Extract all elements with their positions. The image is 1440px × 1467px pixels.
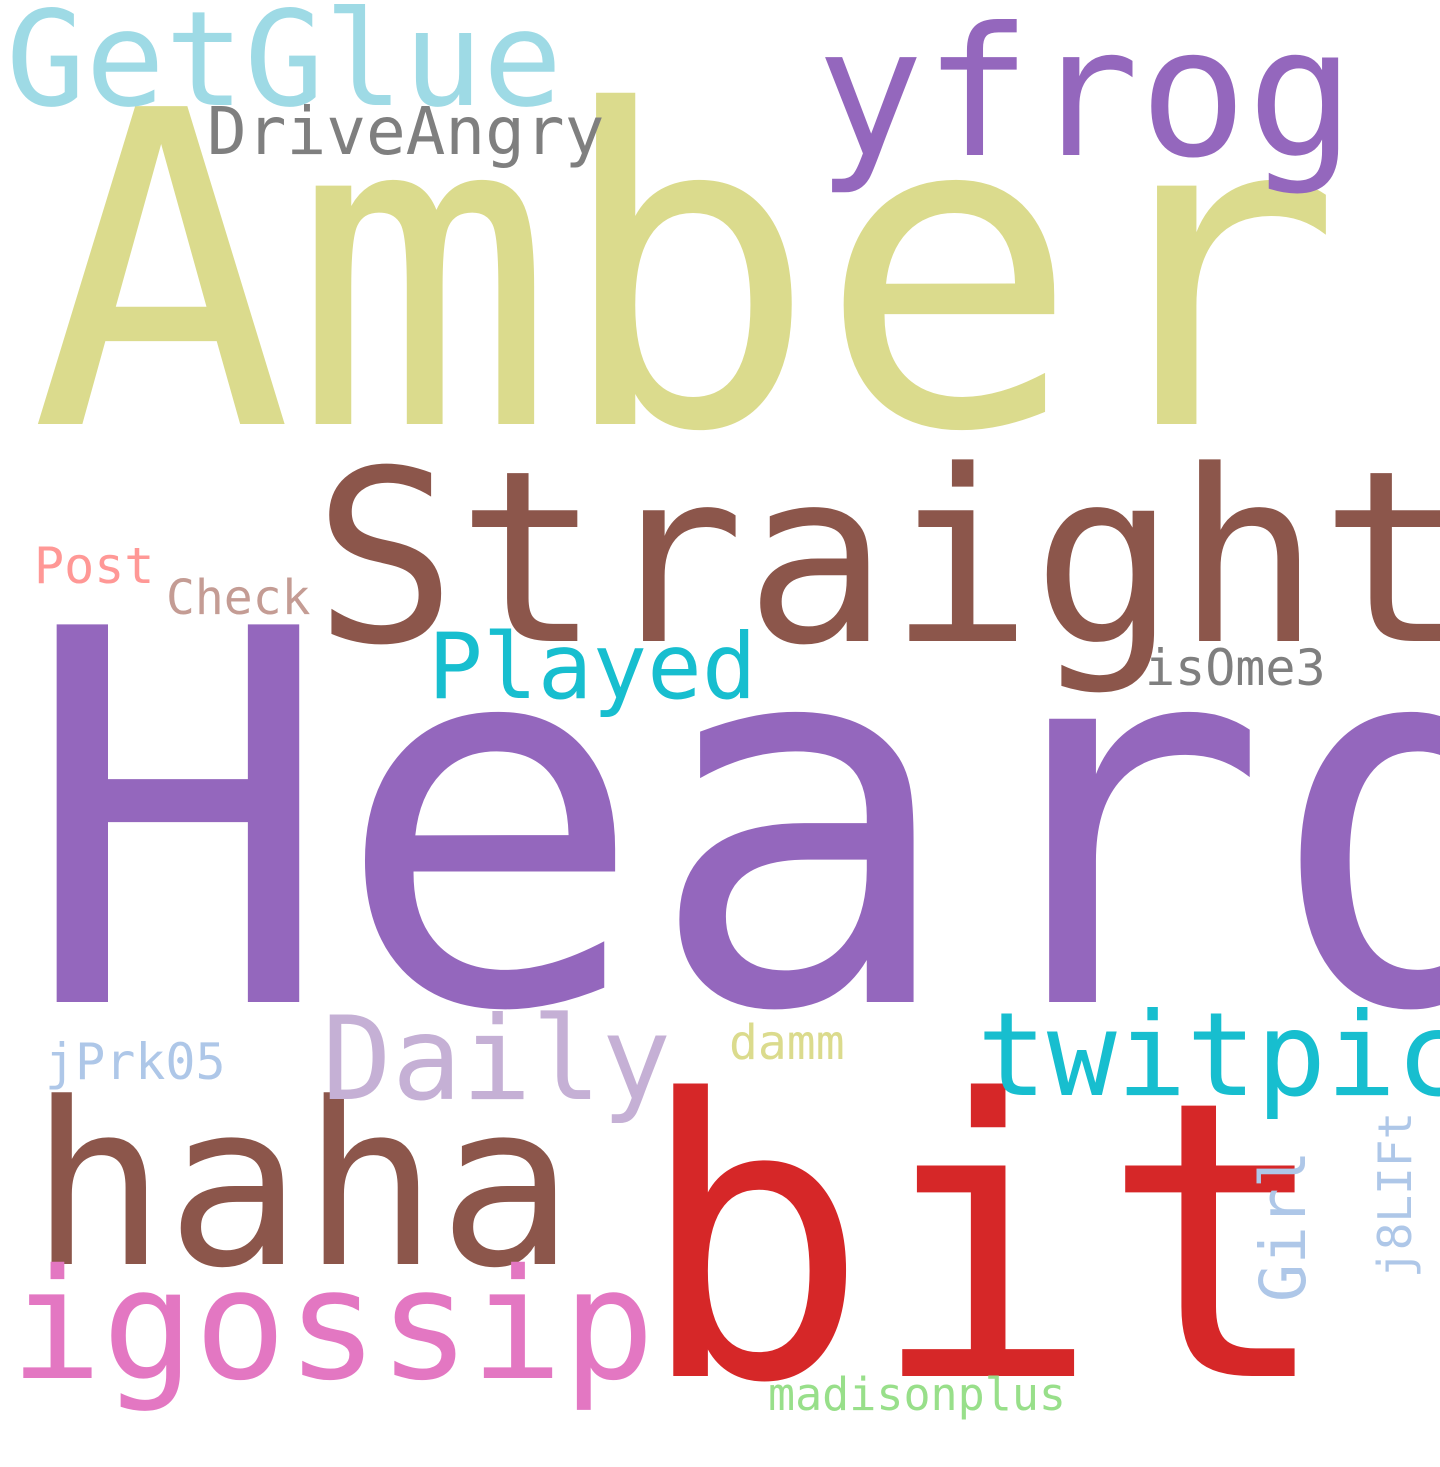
word-damm: damm xyxy=(729,1015,845,1071)
word-madisonplus: madisonplus xyxy=(768,1368,1067,1421)
word-amber: Amber xyxy=(30,19,1343,527)
word-played: Played xyxy=(428,615,757,720)
word-heard: Heard xyxy=(22,522,1440,1125)
word-igossip: igossip xyxy=(10,1237,655,1415)
word-haha: haha xyxy=(30,1055,575,1318)
word-yfrog: yfrog xyxy=(816,0,1355,198)
word-isome3: isOme3 xyxy=(1145,639,1326,697)
word-j8lift: j8LIFt xyxy=(1368,1111,1422,1278)
word-twitpic: twitpic xyxy=(977,988,1440,1123)
word-straight: Straight xyxy=(313,420,1440,698)
word-post: Post xyxy=(34,537,155,595)
word-getglue: GetGlue xyxy=(6,0,563,137)
word-girl: Girl xyxy=(1247,1150,1320,1302)
word-jprk05: jPrk05 xyxy=(45,1033,226,1091)
word-daily: Daily xyxy=(322,992,672,1127)
word-check: Check xyxy=(166,570,311,626)
word-bit: bit xyxy=(637,1019,1333,1467)
word-driveangry: DriveAngry xyxy=(207,93,605,170)
